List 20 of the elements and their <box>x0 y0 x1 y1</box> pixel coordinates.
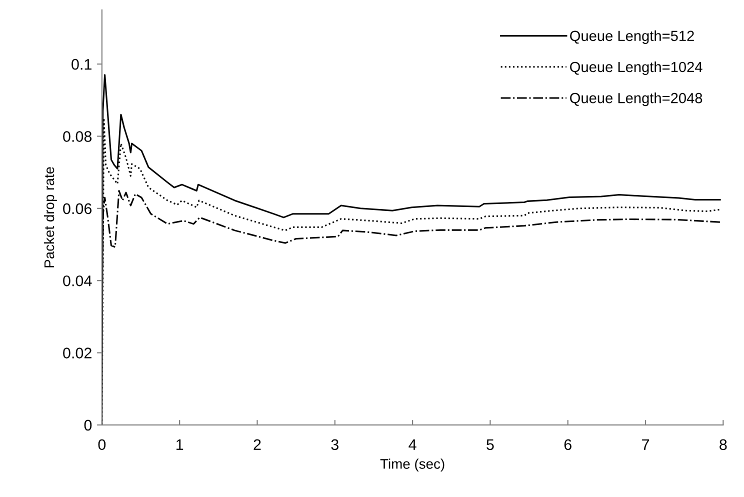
y-tick-label: 0.08 <box>63 131 92 142</box>
legend-label: Queue Length=2048 <box>570 92 702 106</box>
x-tick-label: 8 <box>720 439 727 450</box>
y-tick-label: 0 <box>84 420 92 431</box>
y-axis-title: Packet drop rate <box>44 167 57 268</box>
y-tick-label: 0.06 <box>63 203 92 214</box>
x-tick-label: 1 <box>176 439 184 450</box>
y-tick-label: 0.02 <box>63 348 92 358</box>
x-tick-label: 4 <box>408 439 416 450</box>
x-tick-label: 6 <box>564 439 572 450</box>
x-tick-label: 2 <box>254 439 261 450</box>
x-axis-title: Time (sec) <box>380 458 444 472</box>
y-tick-label: 0.1 <box>72 58 92 70</box>
x-tick-label: 7 <box>642 439 649 450</box>
x-tick-label: 3 <box>331 439 338 450</box>
x-tick-label: 0 <box>98 439 106 450</box>
legend-label: Queue Length=1024 <box>570 61 702 76</box>
y-tick-label: 0.04 <box>63 275 92 286</box>
x-tick-label: 5 <box>486 439 494 450</box>
legend-label: Queue Length=512 <box>570 30 694 44</box>
